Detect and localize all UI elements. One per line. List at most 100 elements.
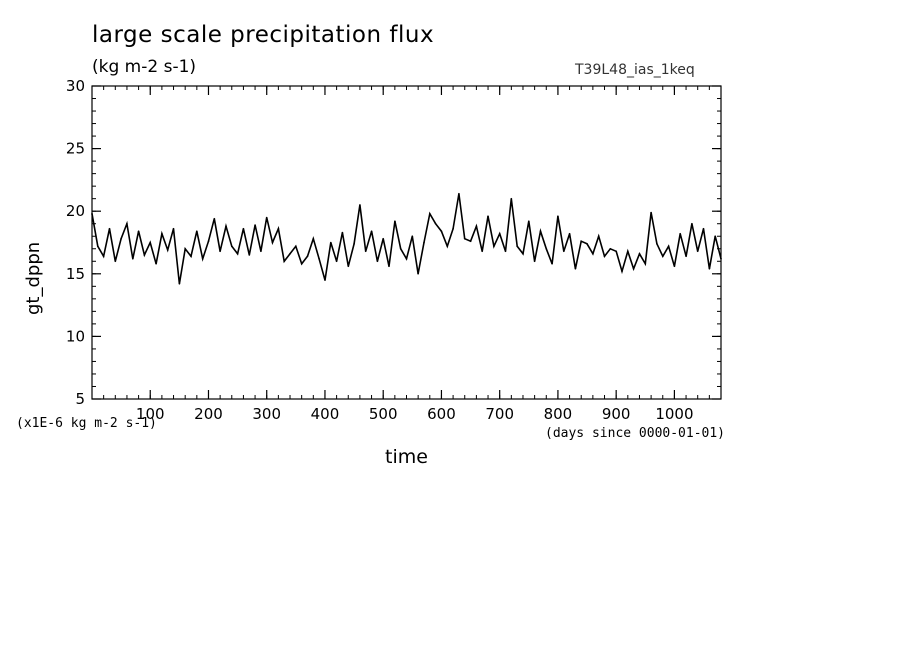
data-point xyxy=(213,217,216,220)
data-point xyxy=(260,250,262,253)
data-point xyxy=(405,258,408,260)
data-point xyxy=(265,216,268,219)
data-point xyxy=(592,253,594,255)
data-point xyxy=(545,248,548,250)
data-point xyxy=(440,230,443,232)
data-point xyxy=(330,241,332,244)
data-point xyxy=(207,240,210,242)
data-point xyxy=(271,241,274,244)
plot-frame xyxy=(91,85,722,400)
data-point xyxy=(248,254,251,256)
y-tick-label: 10 xyxy=(66,327,85,345)
x-tick-label: 1000 xyxy=(655,405,693,423)
y-axis-unit: (x1E-6 kg m-2 s-1) xyxy=(16,416,157,431)
run-name-label: T39L48_ias_1keq xyxy=(575,62,695,78)
x-tick-label: 400 xyxy=(311,405,340,423)
data-point xyxy=(458,192,460,195)
data-point xyxy=(417,273,419,275)
data-point xyxy=(114,260,117,263)
data-point xyxy=(97,245,99,248)
data-point xyxy=(603,255,606,258)
data-point xyxy=(137,230,140,232)
x-tick-label: 800 xyxy=(544,405,573,423)
chart-title: large scale precipitation flux xyxy=(92,22,435,48)
data-point xyxy=(242,227,245,230)
data-point xyxy=(399,248,402,250)
x-tick-label: 100 xyxy=(136,405,165,423)
series-line xyxy=(91,193,722,284)
data-point xyxy=(394,220,396,222)
data-point xyxy=(120,237,122,240)
data-point xyxy=(219,250,221,253)
data-point xyxy=(551,263,553,265)
data-point xyxy=(714,235,716,237)
data-point xyxy=(708,268,711,270)
data-point xyxy=(423,241,425,244)
data-point xyxy=(184,248,186,250)
data-point xyxy=(370,230,373,232)
data-point xyxy=(516,245,518,248)
data-point xyxy=(667,245,670,248)
data-point xyxy=(493,245,495,248)
data-point xyxy=(498,232,501,235)
x-tick-label: 200 xyxy=(194,405,223,423)
data-point xyxy=(382,237,385,240)
y-tick-label: 15 xyxy=(66,265,85,283)
data-point xyxy=(702,227,705,230)
data-point xyxy=(155,263,157,265)
y-tick-label: 25 xyxy=(66,140,85,158)
x-axis-unit: (days since 0000-01-01) xyxy=(545,426,726,441)
data-point xyxy=(563,250,565,253)
data-point xyxy=(283,260,286,263)
data-point xyxy=(300,263,303,265)
data-point xyxy=(289,253,291,255)
x-axis-title: time xyxy=(385,446,428,468)
data-point xyxy=(621,270,623,273)
x-tick-label: 500 xyxy=(369,405,398,423)
data-point xyxy=(102,255,105,258)
data-point xyxy=(126,222,128,225)
data-point xyxy=(166,249,169,251)
data-point xyxy=(277,227,280,230)
data-point xyxy=(609,248,612,250)
data-point xyxy=(359,204,361,206)
y-tick-label: 30 xyxy=(66,77,85,95)
tick-group: 100 200 300 400 500 600 700 800 900 1000 5 10 15 20 25… xyxy=(66,77,722,423)
data-point xyxy=(597,235,600,237)
data-point xyxy=(574,268,577,270)
data-point xyxy=(475,225,478,227)
data-point xyxy=(306,255,309,258)
data-point xyxy=(580,240,582,242)
data-point xyxy=(504,250,507,253)
data-point xyxy=(557,215,559,217)
data-point xyxy=(586,243,588,245)
y-tick-label: 20 xyxy=(66,202,85,220)
data-point xyxy=(463,237,466,240)
data-point xyxy=(341,231,344,234)
data-point xyxy=(638,253,641,255)
data-point xyxy=(231,245,233,248)
x-tick-label: 700 xyxy=(485,405,514,423)
data-point xyxy=(108,227,111,230)
data-point xyxy=(650,211,652,214)
data-point xyxy=(528,220,530,222)
data-point xyxy=(627,250,629,253)
data-point xyxy=(318,258,320,260)
data-point xyxy=(696,250,699,253)
data-point xyxy=(691,222,693,225)
data-point xyxy=(632,268,635,270)
data-point xyxy=(429,212,431,215)
chart-subtitle: (kg m-2 s-1) xyxy=(92,57,197,77)
data-point xyxy=(411,235,414,237)
data-point xyxy=(132,258,134,260)
data-point xyxy=(644,263,647,265)
data-point xyxy=(201,258,204,260)
data-point xyxy=(324,279,326,281)
x-tick-label: 600 xyxy=(427,405,456,423)
data-point xyxy=(446,245,449,248)
y-tick-label: 5 xyxy=(75,390,85,408)
data-point xyxy=(312,237,315,240)
series-layer xyxy=(91,192,722,285)
data-point xyxy=(434,222,437,225)
data-point xyxy=(510,197,513,200)
